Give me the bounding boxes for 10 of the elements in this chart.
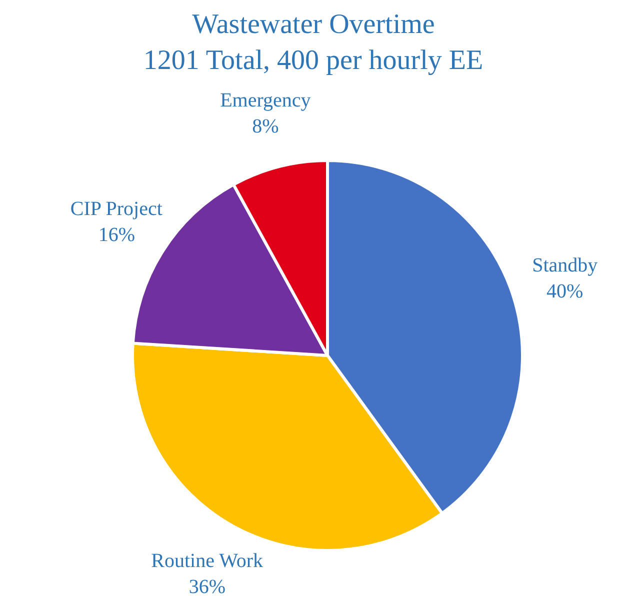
slice-label: CIP Project [70,198,163,220]
chart-subtitle: 1201 Total, 400 per hourly EE [143,45,484,76]
data-label: 16% [98,224,136,246]
data-label: 40% [546,280,584,302]
slice-label: Emergency [220,90,311,112]
slice-label: Standby [532,254,598,276]
data-label: 36% [188,576,226,596]
data-label: 8% [252,116,279,138]
slice-label: Routine Work [151,550,264,572]
chart-title: Wastewater Overtime [192,9,435,40]
